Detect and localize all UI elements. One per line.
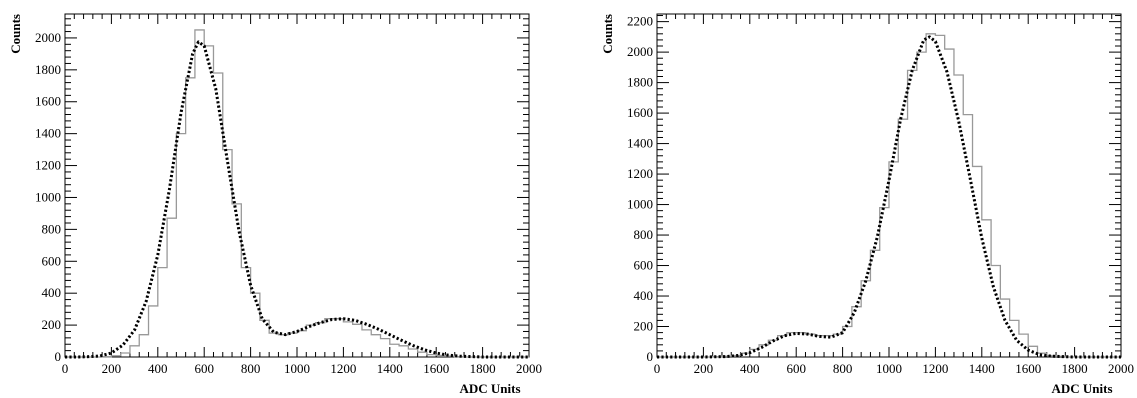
y-tick-label: 1200 bbox=[35, 158, 61, 173]
x-tick-label: 600 bbox=[786, 361, 806, 376]
x-tick-label: 1600 bbox=[423, 361, 449, 376]
y-tick-label: 1600 bbox=[627, 105, 653, 120]
chart-panel-right: 0 200 400 600 800 1000 1200 1400 1600 1800 2000 0 20… bbox=[600, 13, 1134, 396]
histogram-series bbox=[65, 29, 529, 358]
x-tick-label: 200 bbox=[694, 361, 714, 376]
x-tick-label: 1800 bbox=[1062, 361, 1088, 376]
fit-curve-series bbox=[65, 40, 529, 359]
y-tick-label: 1600 bbox=[35, 94, 61, 109]
y-tick-label: 400 bbox=[42, 285, 62, 300]
x-axis-title: ADC Units bbox=[1051, 381, 1112, 396]
y-tick-label: 1800 bbox=[627, 75, 653, 90]
x-tick-label: 0 bbox=[654, 361, 661, 376]
y-tick-label: 1800 bbox=[35, 62, 61, 77]
y-tick-label: 0 bbox=[55, 349, 62, 364]
x-tick-label: 1400 bbox=[377, 361, 403, 376]
x-tick-label: 400 bbox=[740, 361, 760, 376]
x-tick-label: 200 bbox=[102, 361, 122, 376]
x-tick-label: 1000 bbox=[876, 361, 902, 376]
y-tick-label: 200 bbox=[634, 319, 654, 334]
x-tick-label: 2000 bbox=[1108, 361, 1134, 376]
x-tick-label: 1200 bbox=[922, 361, 948, 376]
y-tick-label: 2000 bbox=[35, 30, 61, 45]
y-tick-label: 1000 bbox=[627, 197, 653, 212]
x-tick-label: 1000 bbox=[284, 361, 310, 376]
y-tick-label: 600 bbox=[634, 258, 654, 273]
plot-frame bbox=[64, 13, 530, 358]
y-axis-title: Counts bbox=[8, 14, 23, 54]
y-tick-label: 1200 bbox=[627, 166, 653, 181]
y-tick-label: 600 bbox=[42, 253, 62, 268]
y-tick-label: 800 bbox=[42, 221, 62, 236]
y-tick-label: 400 bbox=[634, 288, 654, 303]
y-tick-label: 800 bbox=[634, 227, 654, 242]
x-tick-label: 0 bbox=[62, 361, 69, 376]
chart-panel-left: 0 200 400 600 800 1000 1200 1400 1600 1800 2000 0 20… bbox=[8, 13, 542, 396]
histogram-series bbox=[657, 33, 1121, 358]
x-tick-label: 1600 bbox=[1015, 361, 1041, 376]
x-tick-label: 400 bbox=[148, 361, 168, 376]
x-axis-title: ADC Units bbox=[459, 381, 520, 396]
y-tick-label: 1000 bbox=[35, 189, 61, 204]
y-tick-label: 2200 bbox=[627, 14, 653, 29]
y-tick-label: 2000 bbox=[627, 44, 653, 59]
x-tick-label: 1800 bbox=[470, 361, 496, 376]
x-tick-label: 2000 bbox=[516, 361, 542, 376]
y-tick-label: 0 bbox=[647, 349, 654, 364]
x-tick-label: 1200 bbox=[330, 361, 356, 376]
y-tick-label: 1400 bbox=[35, 126, 61, 141]
fit-curve-series bbox=[657, 35, 1121, 359]
x-tick-label: 1400 bbox=[969, 361, 995, 376]
x-tick-label: 600 bbox=[194, 361, 214, 376]
y-axis-title: Counts bbox=[600, 14, 615, 54]
x-tick-label: 800 bbox=[241, 361, 261, 376]
y-tick-label: 200 bbox=[42, 317, 62, 332]
y-tick-label: 1400 bbox=[627, 136, 653, 151]
x-tick-label: 800 bbox=[833, 361, 853, 376]
